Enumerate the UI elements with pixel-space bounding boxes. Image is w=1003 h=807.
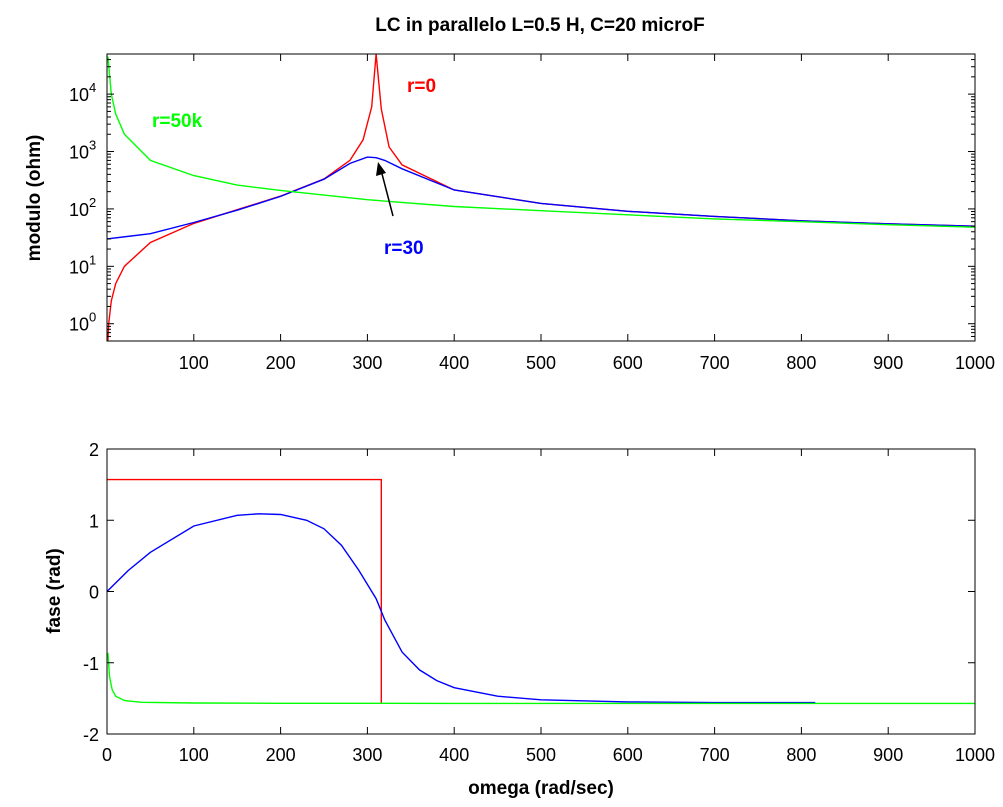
annotation-arrow — [376, 162, 394, 217]
magnitude-ylabel: modulo (ohm) — [24, 135, 45, 262]
annotation-r50k: r=50k — [152, 111, 203, 132]
phase-xtick-label: 100 — [179, 745, 209, 765]
phase-xtick-label: 200 — [266, 745, 296, 765]
magnitude-ytick-label: 103 — [69, 138, 96, 163]
phase-ytick-label: 2 — [89, 440, 99, 460]
magnitude-ticks: 100 200 300 400 500 600 700 800 900 1000 100 101 102… — [69, 53, 995, 373]
figure-title: LC in parallelo L=0.5 H, C=20 microF — [375, 15, 704, 36]
magnitude-xtick-label: 700 — [700, 353, 730, 373]
magnitude-xtick-label: 600 — [613, 353, 643, 373]
phase-series — [106, 478, 975, 705]
annotation-r30: r=30 — [384, 238, 424, 259]
phase-xtick-label: 600 — [613, 745, 643, 765]
magnitude-xtick-label: 500 — [526, 353, 556, 373]
magnitude-xtick-label: 1000 — [955, 353, 995, 373]
magnitude-xtick-label: 200 — [266, 353, 296, 373]
phase-xlabel: omega (rad/sec) — [468, 778, 614, 799]
magnitude-xtick-label: 900 — [873, 353, 903, 373]
magnitude-series-line-1 — [106, 156, 976, 240]
magnitude-series-line-2 — [107, 56, 976, 228]
phase-ytick-label: 1 — [89, 511, 99, 531]
phase-xtick-label: 700 — [700, 745, 730, 765]
phase-ytick-label: -2 — [83, 725, 99, 745]
phase-xtick-label: 300 — [352, 745, 382, 765]
phase-xtick-label: 1000 — [955, 745, 995, 765]
magnitude-series — [106, 53, 976, 342]
phase-ylabel: fase (rad) — [44, 548, 65, 634]
phase-series-line-0 — [107, 478, 382, 704]
phase-xtick-label: 800 — [786, 745, 816, 765]
phase-xtick-label: 900 — [873, 745, 903, 765]
magnitude-ytick-label: 101 — [69, 252, 96, 277]
magnitude-xtick-label: 300 — [352, 353, 382, 373]
magnitude-xtick-label: 400 — [439, 353, 469, 373]
phase-xtick-label: 0 — [102, 745, 112, 765]
phase-xtick-label: 400 — [439, 745, 469, 765]
phase-ticks: 0 100 200 300 400 500 600 700 800 900 1000 -2 -1 0 1 2 — [83, 440, 995, 765]
magnitude-ytick-label: 102 — [69, 195, 96, 220]
phase-xtick-label: 500 — [526, 745, 556, 765]
annotation-r0: r=0 — [407, 76, 436, 97]
magnitude-ytick-label: 104 — [69, 80, 96, 105]
magnitude-ytick-label: 100 — [69, 310, 96, 335]
phase-ytick-label: -1 — [83, 654, 99, 674]
phase-plot: 0 100 200 300 400 500 600 700 800 900 1000-2-1012 … — [44, 440, 995, 799]
phase-series-line-1 — [106, 513, 816, 704]
phase-series-line-2 — [107, 652, 975, 705]
magnitude-plot: 100 200 300 400 500 600 700 800 900 1000 100 101 102… — [24, 53, 995, 373]
magnitude-xtick-label: 800 — [786, 353, 816, 373]
magnitude-xtick-label: 100 — [179, 353, 209, 373]
phase-ytick-label: 0 — [89, 583, 99, 603]
